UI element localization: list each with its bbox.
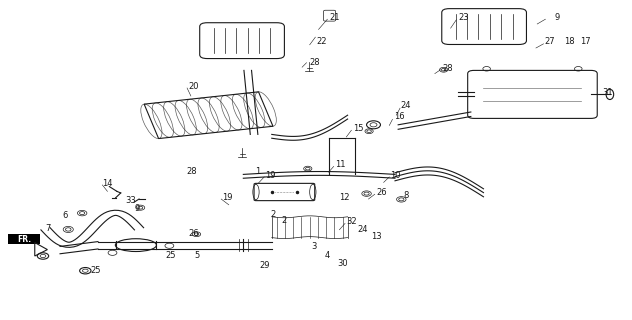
- FancyBboxPatch shape: [8, 234, 40, 244]
- Text: 15: 15: [353, 124, 363, 132]
- Text: 3: 3: [312, 242, 317, 251]
- Text: 31: 31: [602, 88, 613, 97]
- Text: 1: 1: [255, 167, 260, 176]
- Text: 2: 2: [270, 210, 276, 219]
- Text: 7: 7: [46, 224, 51, 233]
- Text: 9: 9: [135, 204, 140, 212]
- Text: 26: 26: [376, 188, 387, 196]
- Text: 20: 20: [188, 82, 199, 91]
- Text: 12: 12: [339, 193, 349, 202]
- Text: 19: 19: [265, 171, 276, 180]
- Text: 14: 14: [102, 179, 113, 188]
- Text: 24: 24: [358, 225, 368, 234]
- Text: 5: 5: [194, 252, 199, 260]
- Text: 19: 19: [222, 193, 233, 202]
- Text: 17: 17: [580, 37, 591, 46]
- Text: 6: 6: [62, 211, 68, 220]
- Text: 13: 13: [371, 232, 382, 241]
- Text: 25: 25: [90, 266, 101, 275]
- Text: FR.: FR.: [17, 235, 31, 244]
- Text: 29: 29: [259, 261, 270, 270]
- Text: 32: 32: [346, 217, 357, 226]
- Text: 9: 9: [555, 13, 560, 22]
- Text: 28: 28: [442, 64, 453, 73]
- Text: 33: 33: [125, 196, 136, 205]
- Text: 28: 28: [310, 58, 320, 67]
- Text: 11: 11: [335, 160, 346, 169]
- Text: 28: 28: [186, 167, 197, 176]
- Text: 30: 30: [337, 260, 348, 268]
- Text: 8: 8: [403, 191, 409, 200]
- Text: 4: 4: [324, 252, 329, 260]
- Text: 21: 21: [329, 13, 340, 22]
- Text: 16: 16: [394, 112, 404, 121]
- Text: 24: 24: [400, 101, 411, 110]
- Text: 26: 26: [188, 229, 199, 238]
- Text: 18: 18: [564, 37, 575, 46]
- Text: 2: 2: [281, 216, 286, 225]
- Text: 22: 22: [316, 37, 327, 46]
- Text: 25: 25: [166, 251, 176, 260]
- Text: 10: 10: [391, 171, 401, 180]
- Text: 27: 27: [545, 37, 556, 46]
- Text: 23: 23: [458, 13, 469, 22]
